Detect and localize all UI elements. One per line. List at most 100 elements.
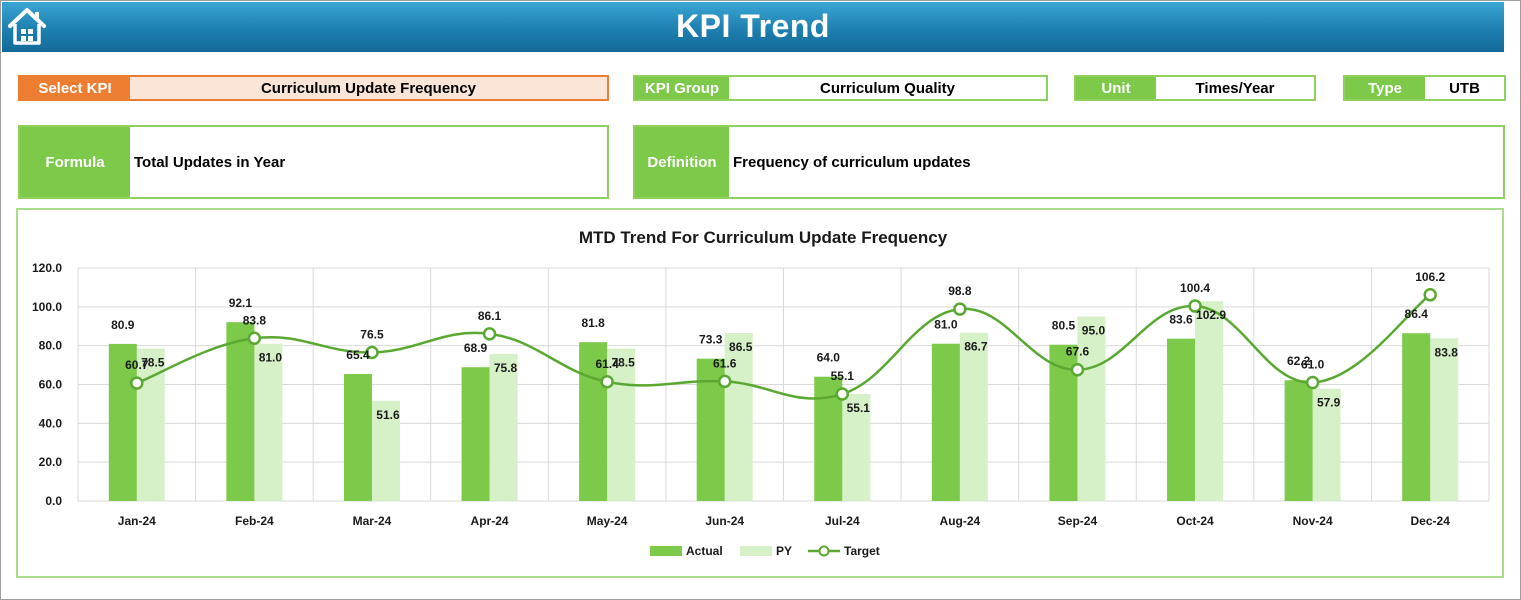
actual-bar bbox=[1402, 333, 1431, 501]
target-data-label: 60.7 bbox=[125, 358, 149, 372]
target-data-label: 83.8 bbox=[243, 313, 267, 327]
actual-data-label: 81.0 bbox=[934, 318, 958, 332]
type-value: UTB bbox=[1425, 77, 1504, 99]
py-bar bbox=[254, 343, 283, 501]
x-tick-label: Aug-24 bbox=[940, 514, 981, 528]
x-tick-label: Jun-24 bbox=[705, 514, 744, 528]
py-bar bbox=[1195, 301, 1224, 501]
py-data-label: 78.5 bbox=[611, 356, 635, 370]
y-tick-label: 0.0 bbox=[45, 494, 62, 508]
type-label: Type bbox=[1345, 77, 1425, 99]
definition-value: Frequency of curriculum updates bbox=[733, 153, 971, 171]
py-data-label: 51.6 bbox=[376, 408, 400, 422]
y-axis: 0.0 20.0 40.0 60.0 80.0 100.0 120.0 bbox=[32, 261, 62, 508]
py-bar bbox=[607, 348, 636, 501]
target-data-label: 100.4 bbox=[1180, 281, 1210, 295]
x-tick-label: Oct-24 bbox=[1176, 514, 1214, 528]
mtd-trend-chart: MTD Trend For Curriculum Update Frequenc… bbox=[32, 228, 1490, 558]
actual-bar bbox=[579, 342, 608, 501]
py-bar bbox=[371, 400, 400, 501]
target-point bbox=[365, 345, 379, 360]
py-bar bbox=[136, 348, 165, 501]
py-data-label: 95.0 bbox=[1082, 324, 1106, 338]
kpi-group-field: KPI Group Curriculum Quality bbox=[633, 75, 1048, 101]
target-point bbox=[247, 331, 262, 346]
y-tick-label: 60.0 bbox=[39, 378, 63, 392]
actual-bar bbox=[1167, 338, 1196, 501]
chart-gridlines bbox=[77, 267, 1490, 502]
py-data-label: 75.8 bbox=[494, 361, 518, 375]
definition-label: Definition bbox=[635, 127, 729, 197]
target-data-label: 55.1 bbox=[831, 369, 855, 383]
py-data-label: 78.5 bbox=[141, 356, 165, 370]
actual-bar bbox=[461, 367, 490, 501]
unit-label: Unit bbox=[1076, 77, 1156, 99]
py-bar bbox=[842, 394, 871, 501]
x-tick-label: Nov-24 bbox=[1293, 514, 1333, 528]
target-data-label: 67.6 bbox=[1066, 345, 1090, 359]
legend-label-target: Target bbox=[844, 544, 880, 558]
y-tick-label: 20.0 bbox=[39, 455, 63, 469]
actual-bar bbox=[1284, 380, 1313, 501]
y-tick-label: 40.0 bbox=[39, 416, 63, 430]
actual-bar bbox=[343, 374, 372, 501]
py-bar bbox=[1430, 338, 1459, 501]
actual-data-label: 68.9 bbox=[464, 341, 488, 355]
y-tick-label: 120.0 bbox=[32, 261, 62, 275]
page-title: KPI Trend bbox=[676, 8, 830, 44]
target-data-label: 61.0 bbox=[1301, 358, 1325, 372]
actual-data-label: 62.2 bbox=[1287, 354, 1311, 368]
target-point bbox=[1070, 362, 1085, 377]
home-icon bbox=[8, 8, 46, 45]
legend-swatch-actual bbox=[650, 546, 682, 556]
actual-bar bbox=[226, 322, 255, 501]
actual-data-label: 64.0 bbox=[817, 351, 841, 365]
py-bar bbox=[1077, 316, 1106, 501]
header-bar: KPI Trend bbox=[2, 2, 1504, 52]
target-point bbox=[1423, 288, 1437, 302]
type-field: Type UTB bbox=[1343, 75, 1506, 101]
actual-bar bbox=[108, 343, 137, 501]
select-kpi-field: Select KPI Curriculum Update Frequency bbox=[18, 75, 609, 101]
actual-data-label: 92.1 bbox=[229, 296, 253, 310]
x-tick-label: Mar-24 bbox=[353, 514, 392, 528]
target-data-label: 106.2 bbox=[1415, 270, 1445, 284]
target-data-label: 61.4 bbox=[595, 357, 619, 371]
x-axis: Jan-24 Feb-24 Mar-24 Apr-24 May-24 Jun-24 Jul-… bbox=[118, 514, 1450, 528]
target-data-label: 98.8 bbox=[948, 284, 972, 298]
py-data-label: 86.5 bbox=[729, 340, 753, 354]
target-point bbox=[953, 302, 967, 316]
target-data-label: 61.6 bbox=[713, 356, 737, 370]
actual-data-label: 73.3 bbox=[699, 333, 723, 347]
actual-data-label: 81.8 bbox=[581, 316, 605, 330]
data-labels: 80.978.560.792.181.083.865.451.676.568.9… bbox=[111, 270, 1458, 422]
py-data-label: 83.8 bbox=[1435, 345, 1459, 359]
definition-box: Definition Frequency of curriculum updat… bbox=[633, 125, 1505, 199]
y-tick-label: 80.0 bbox=[39, 339, 63, 353]
target-point bbox=[482, 327, 497, 341]
chart-legend: Actual PY Target bbox=[650, 544, 880, 558]
y-tick-label: 100.0 bbox=[32, 300, 62, 314]
py-data-label: 57.9 bbox=[1317, 396, 1341, 410]
select-kpi-label: Select KPI bbox=[20, 77, 130, 99]
chart-panel: MTD Trend For Curriculum Update Frequenc… bbox=[16, 208, 1504, 578]
x-tick-label: Sep-24 bbox=[1058, 514, 1098, 528]
x-tick-label: May-24 bbox=[587, 514, 628, 528]
x-tick-label: Jan-24 bbox=[118, 514, 156, 528]
chart-title: MTD Trend For Curriculum Update Frequenc… bbox=[579, 228, 948, 247]
select-kpi-dropdown[interactable]: Curriculum Update Frequency bbox=[130, 77, 607, 99]
legend-swatch-target-point bbox=[818, 545, 830, 557]
target-line-series bbox=[130, 288, 1437, 401]
x-tick-label: Apr-24 bbox=[471, 514, 509, 528]
py-bar bbox=[1312, 388, 1341, 501]
target-point bbox=[600, 375, 614, 389]
target-point bbox=[1305, 375, 1320, 390]
target-data-label: 76.5 bbox=[360, 327, 384, 341]
actual-data-label: 80.9 bbox=[111, 318, 135, 332]
formula-label: Formula bbox=[20, 127, 130, 197]
legend-swatch-py bbox=[740, 546, 772, 556]
py-data-label: 102.9 bbox=[1196, 308, 1226, 322]
home-button[interactable] bbox=[6, 6, 48, 46]
actual-data-label: 80.5 bbox=[1052, 319, 1076, 333]
py-bar bbox=[724, 333, 753, 501]
